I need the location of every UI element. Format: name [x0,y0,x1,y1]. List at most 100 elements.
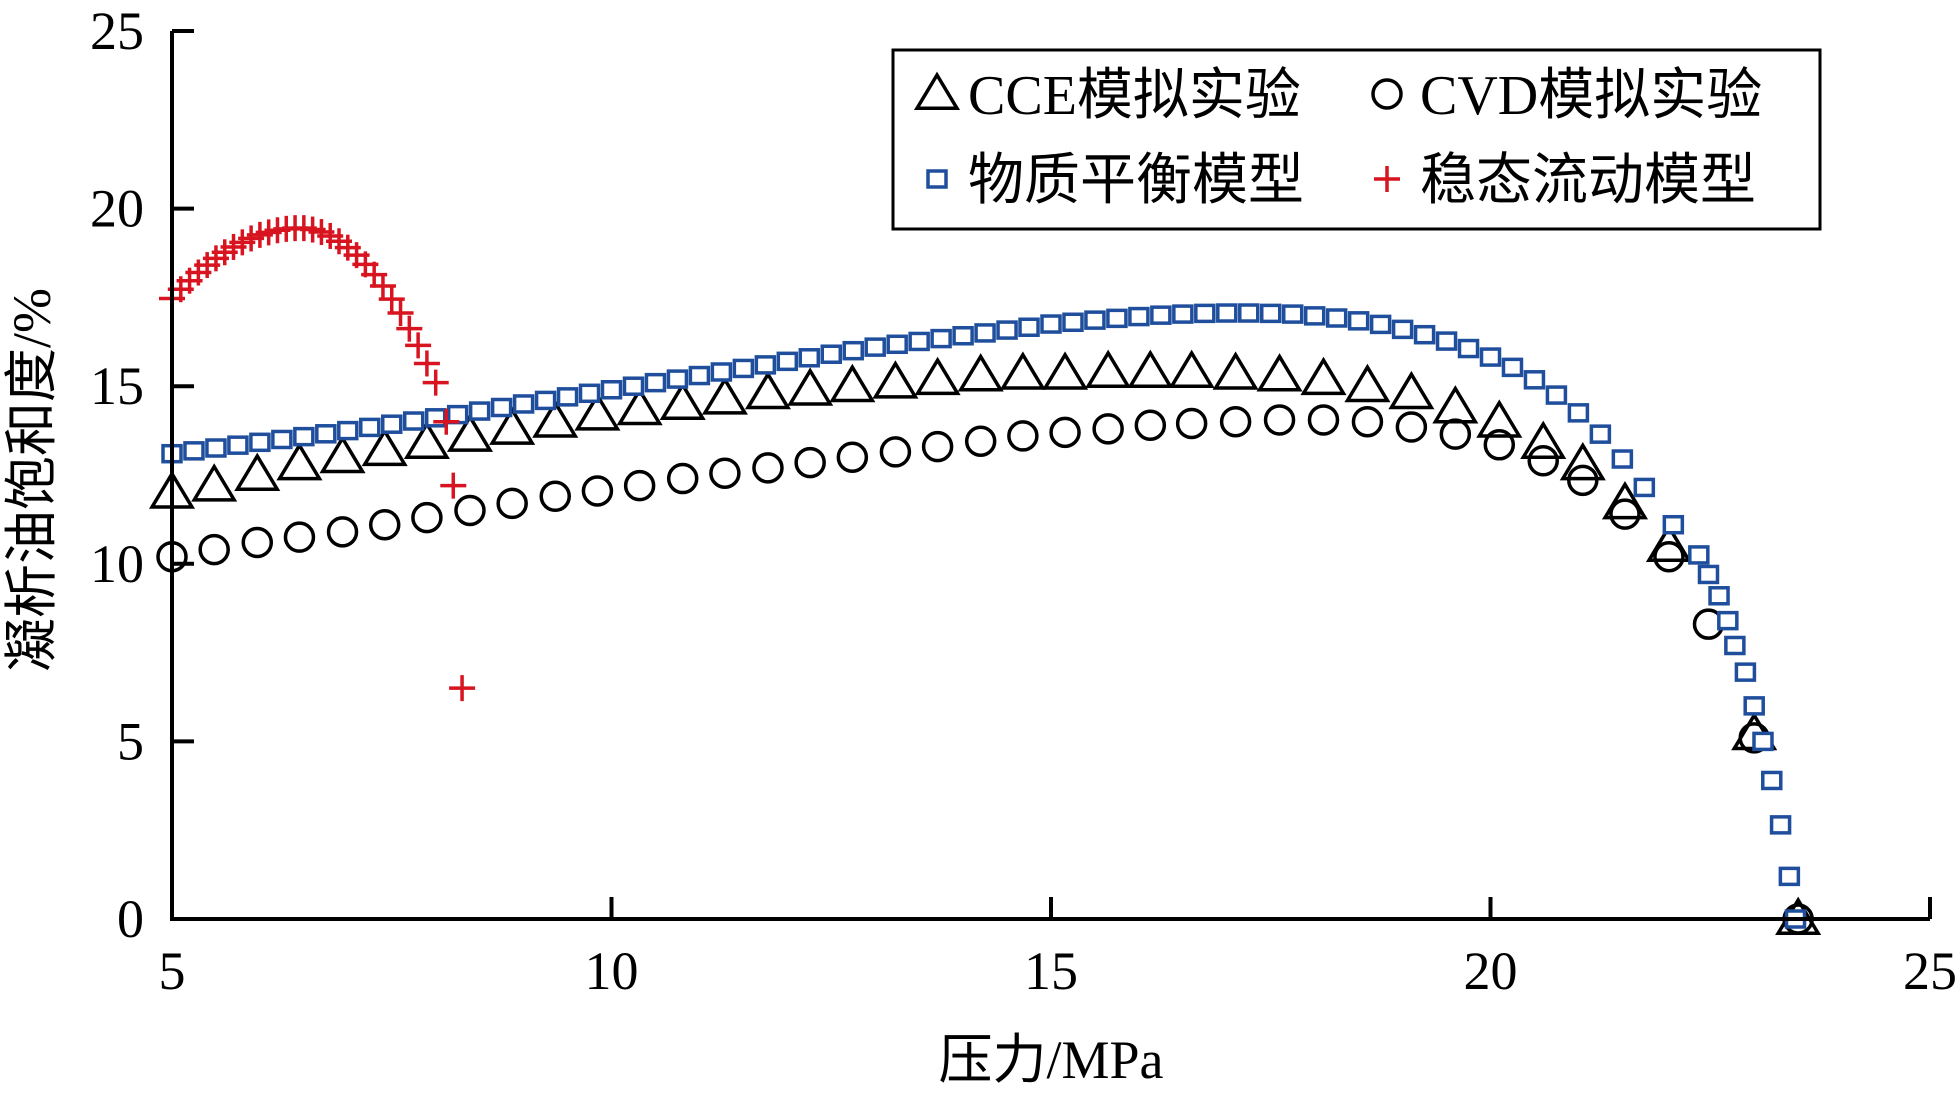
data-point-circle [709,457,741,489]
data-point-plus [387,300,414,327]
data-point-square [381,414,403,434]
data-point-circle [964,425,997,458]
data-point-square [205,438,227,458]
data-point-square [1589,424,1612,444]
data-point-square [1303,306,1326,326]
data-point-square [1216,303,1238,323]
data-point-square [183,441,205,461]
data-point-circle [1609,498,1641,530]
data-point-triangle [701,376,748,415]
data-point-triangle [1168,349,1215,388]
x-tick-label: 25 [1903,941,1957,1001]
data-point-triangle [787,367,834,406]
data-point-plus [440,472,467,499]
data-point-plus [369,273,396,300]
data-point-square [1281,304,1304,324]
data-point-square [1611,449,1634,469]
legend-square-icon [926,169,948,189]
legend-triangle-icon [913,71,961,110]
plot-markers [148,215,1822,935]
data-point-square [359,417,381,438]
data-point-square [952,326,974,346]
data-point-square [271,429,293,450]
data-point-square [1501,357,1524,378]
data-point-square [930,328,952,349]
data-point-square [1523,370,1546,390]
data-point-circle [368,508,401,541]
legend-item: 稳态流动模型 [1374,150,1756,212]
legend-plus-icon [1374,166,1400,192]
data-point-circle [454,494,486,527]
data-point-square [1769,815,1792,835]
data-point-circle [666,462,699,495]
data-point-square [1717,610,1739,631]
data-point-square [864,337,886,357]
data-point-square [512,394,535,414]
data-point-circle [539,480,571,513]
data-point-circle [496,487,528,520]
data-point-triangle [1127,349,1174,388]
data-point-circle [581,475,614,507]
legend-label: CCE模拟实验 [968,65,1301,127]
x-tick-label: 10 [585,941,639,1001]
data-point-square [1545,385,1568,405]
data-point-square [1347,311,1370,331]
data-point-circle [1439,418,1472,450]
data-point-triangle [1476,399,1523,438]
data-point-square [754,355,777,375]
data-point-square [1633,477,1656,498]
data-point-square [1761,770,1783,791]
data-point-triangle [191,463,238,502]
series-square [161,303,1807,929]
data-point-square [622,376,645,396]
y-tick-label: 25 [90,1,144,61]
data-point-circle [241,526,274,559]
data-point-triangle [532,399,579,438]
data-point-square [666,369,689,389]
data-point-square [1743,696,1765,716]
data-point-circle [1567,464,1599,497]
x-tick-label: 5 [159,941,186,1001]
data-point-circle [326,516,359,548]
y-tick-label: 15 [90,356,144,416]
data-point-square [974,323,996,343]
data-point-triangle [872,360,919,399]
y-axis-title: 凝析油饱和度/% [2,288,62,672]
legend-label: 稳态流动模型 [1420,150,1756,212]
data-point-square [1150,305,1172,325]
data-point-square [820,344,842,364]
legend-item: CVD模拟实验 [1371,65,1762,127]
data-point-square [842,340,864,361]
data-point-circle [283,521,316,553]
data-point-square [600,380,623,400]
data-point-circle [623,469,656,502]
data-point-circle [1175,407,1208,440]
data-point-triangle [319,434,366,474]
data-point-triangle [403,420,450,460]
y-tick-label: 20 [90,179,144,239]
data-point-square [1662,514,1685,535]
data-point-square [1391,319,1414,340]
data-point-square [578,383,601,404]
x-tick-label: 20 [1464,941,1518,1001]
data-point-circle [794,446,826,479]
data-point-triangle [1601,481,1649,520]
data-point-plus [378,286,405,313]
data-point-square [1413,324,1436,345]
data-point-plus [396,315,423,342]
data-point-square [1018,317,1040,337]
data-point-circle [1653,540,1685,573]
data-point-triangle [999,351,1046,390]
data-point-circle [1351,405,1384,438]
data-point-triangle [1520,420,1567,460]
data-point-triangle [616,386,663,426]
data-point-square [1260,303,1282,324]
data-point-square [1084,310,1106,330]
data-point-square [996,320,1018,340]
legend-label: 物质平衡模型 [968,150,1304,212]
data-point-triangle [957,353,1004,392]
data-point-square [534,390,557,411]
data-point-square [908,331,930,352]
data-point-triangle [234,452,281,491]
